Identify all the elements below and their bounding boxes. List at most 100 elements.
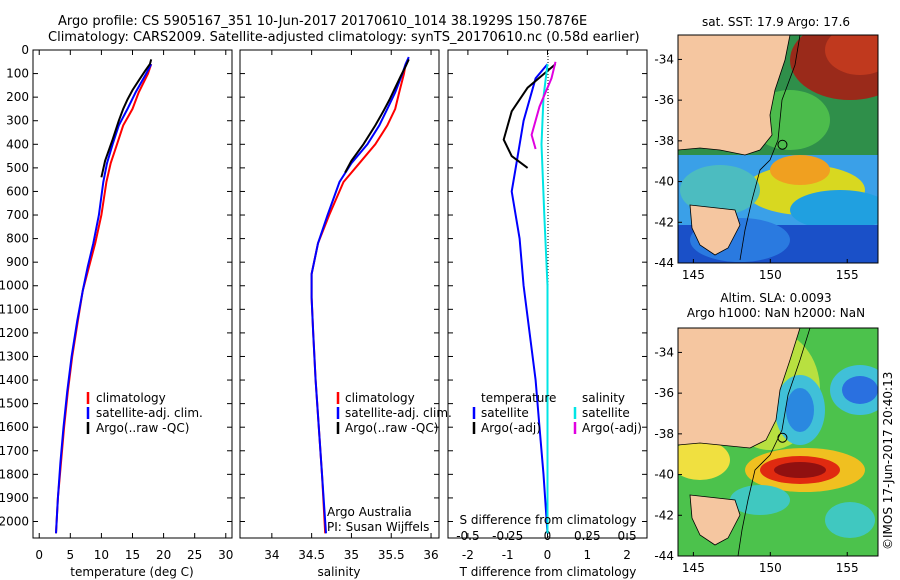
sst-land-mainland [678, 35, 791, 156]
legend-label-satellite: satellite-adj. clim. [345, 406, 452, 420]
x-tick-label: 35 [344, 548, 359, 562]
sst-map-field [678, 35, 878, 263]
map-x-tick-label: 145 [682, 561, 705, 575]
difference-legend: temperature satellite Argo(-adj) salinit… [472, 391, 642, 435]
series-line [310, 63, 407, 534]
y-tick-label: 800 [6, 232, 29, 246]
y-tick-label: 600 [6, 184, 29, 198]
legend-title-temperature: temperature [481, 391, 556, 405]
y-tick-label: 700 [6, 208, 29, 222]
header-line-1: Argo profile: CS 5905167_351 10-Jun-2017… [58, 14, 588, 29]
y-tick-label: 500 [6, 161, 29, 175]
map-y-tick-label: -44 [654, 549, 674, 563]
map-x-tick-label: 145 [682, 268, 705, 282]
map-y-tick-label: -34 [654, 52, 674, 66]
legend-label-temp-satellite: satellite [481, 406, 529, 420]
x-tick-label: 20 [156, 548, 171, 562]
sst-argo-marker [777, 139, 788, 150]
annotation-line-1: Argo Australia [327, 505, 412, 519]
y-tick-label: 1600 [0, 420, 29, 434]
series-line [540, 63, 549, 534]
series-line [100, 59, 153, 178]
temperature-plot-frame [32, 49, 233, 539]
map-y-tick-label: -42 [654, 508, 674, 522]
sst-map-title: sat. SST: 17.9 Argo: 17.6 [702, 15, 850, 29]
sst-map-panel: sat. SST: 17.9 Argo: 17.6 145 150 155 -34 -3… [654, 15, 879, 282]
map-y-tick-label: -34 [654, 345, 674, 359]
y-tick-label: 1800 [0, 467, 29, 481]
y-tick-label: 300 [6, 114, 29, 128]
map-x-tick-label: 150 [759, 561, 782, 575]
sla-argo-marker [777, 432, 788, 443]
map-y-tick-label: -38 [654, 134, 674, 148]
legend-label-temp-argo: Argo(-adj) [481, 421, 541, 435]
series-line [510, 63, 549, 534]
difference-x2label: S difference from climatology [460, 513, 637, 527]
x-tick-label: 5 [66, 548, 74, 562]
y-tick-label: 1100 [0, 302, 29, 316]
x-tick-label: -1 [502, 548, 514, 562]
header-line-2: Climatology: CARS2009. Satellite-adjuste… [48, 30, 640, 45]
difference-xlabel: T difference from climatology [459, 565, 637, 579]
map-y-tick-label: -42 [654, 215, 674, 229]
legend-label-sal-argo: Argo(-adj) [582, 421, 642, 435]
map-y-tick-label: -44 [654, 256, 674, 270]
imos-watermark: ©IMOS 17-Jun-2017 20:40:13 [881, 372, 895, 550]
x-tick-label: 36 [423, 548, 438, 562]
temperature-legend: climatology satellite-adj. clim. Argo(..… [86, 391, 203, 435]
map-x-tick-label: 155 [836, 268, 859, 282]
y-tick-label: 0 [21, 43, 29, 57]
x2-tick-label: -0.25 [492, 529, 523, 543]
x2-tick-label: 0.5 [618, 529, 637, 543]
salinity-panel: 34 34.5 35 35.5 36 salinity climatology sate… [239, 49, 452, 579]
y-tick-label: 1000 [0, 279, 29, 293]
legend-label-sal-satellite: satellite [582, 406, 630, 420]
sst-shelf-contour [739, 35, 801, 261]
sst-land-tasmania [689, 204, 741, 256]
series-line [310, 56, 410, 534]
sla-map-title: Altim. SLA: 0.0093 [720, 291, 831, 305]
map-y-tick-label: -36 [654, 93, 674, 107]
series-line [344, 58, 410, 174]
legend-label-satellite: satellite-adj. clim. [96, 406, 203, 420]
x2-tick-label: 0 [544, 529, 552, 543]
x-tick-label: 1 [583, 548, 591, 562]
x-tick-label: 15 [125, 548, 140, 562]
legend-label-argo: Argo(..raw -QC) [345, 421, 438, 435]
sla-map-field [678, 328, 878, 556]
y-tick-label: 1700 [0, 444, 29, 458]
legend-label-climatology: climatology [345, 391, 415, 405]
series-line [530, 61, 557, 150]
y-tick-label: 1300 [0, 349, 29, 363]
y-tick-label: 1400 [0, 373, 29, 387]
legend-title-salinity: salinity [582, 391, 625, 405]
sla-map-frame [677, 327, 879, 557]
x-tick-label: 35.5 [378, 548, 405, 562]
map-y-tick-label: -40 [654, 468, 674, 482]
sst-map-frame [677, 34, 879, 264]
map-x-tick-label: 150 [759, 268, 782, 282]
map-y-tick-label: -40 [654, 175, 674, 189]
y-tick-label: 100 [6, 67, 29, 81]
sla-map-subtitle: Argo h1000: NaN h2000: NaN [687, 306, 865, 320]
x-tick-label: 10 [94, 548, 109, 562]
x-tick-label: 0 [544, 548, 552, 562]
y-tick-label: 1900 [0, 491, 29, 505]
legend-label-climatology: climatology [96, 391, 166, 405]
series-line [55, 63, 153, 534]
x2-tick-label: -0.5 [456, 529, 479, 543]
temperature-panel: 0 5 10 15 20 25 300100200300400500600700800900… [0, 43, 233, 579]
x-tick-label: -2 [462, 548, 474, 562]
salinity-plot-frame [239, 49, 440, 539]
y-tick-label: 1200 [0, 326, 29, 340]
x2-tick-label: 0.25 [574, 529, 601, 543]
y-tick-label: 2000 [0, 514, 29, 528]
sla-map-panel: Altim. SLA: 0.0093 Argo h1000: NaN h2000… [654, 291, 879, 575]
x-tick-label: 2 [623, 548, 631, 562]
x-tick-label: 25 [187, 548, 202, 562]
map-y-tick-label: -38 [654, 427, 674, 441]
difference-panel: -2 -1 0 1 2 -0.5 -0.25 0 0.25 0.5 S difference fr… [447, 49, 648, 579]
annotation-line-2: PI: Susan Wijffels [327, 520, 429, 534]
y-tick-label: 1500 [0, 397, 29, 411]
